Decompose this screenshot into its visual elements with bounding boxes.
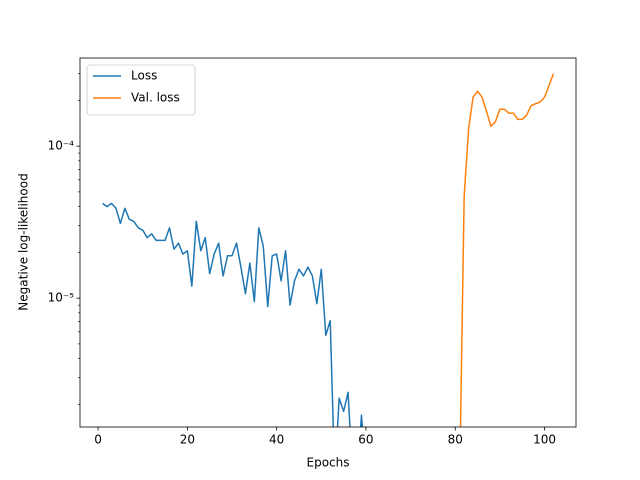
x-tick-label: 80 — [448, 433, 463, 447]
x-tick-label: 0 — [94, 433, 102, 447]
x-axis-label: Epochs — [307, 456, 350, 470]
y-tick-label: 10⁻⁴ — [48, 139, 75, 153]
x-tick-label: 40 — [269, 433, 284, 447]
y-tick-label: 10⁻⁵ — [48, 291, 75, 305]
x-tick-label: 100 — [533, 433, 556, 447]
x-tick-label: 20 — [180, 433, 195, 447]
legend-box — [86, 64, 196, 116]
plot-area — [102, 73, 555, 427]
y-axis-label: Negative log-likelihood — [17, 173, 31, 310]
line-series — [459, 73, 555, 427]
legend-label: Loss — [131, 69, 157, 83]
axes-frame — [79, 57, 577, 428]
x-tick-label: 60 — [358, 433, 373, 447]
legend-label: Val. loss — [131, 91, 180, 105]
line-series — [102, 202, 364, 427]
